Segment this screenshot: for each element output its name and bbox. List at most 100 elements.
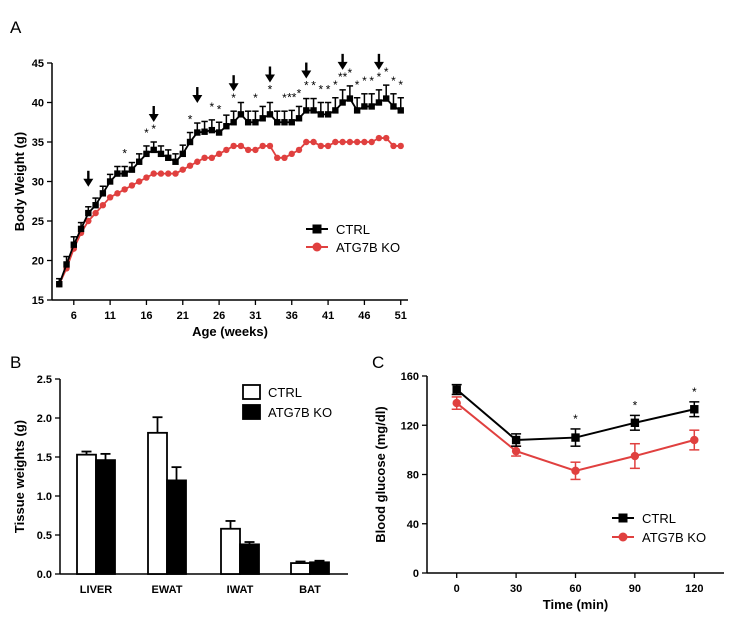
bar	[239, 543, 260, 575]
data-point	[339, 99, 346, 106]
data-point	[186, 138, 194, 146]
significance-mark: *	[377, 70, 382, 84]
legend-label: CTRL	[268, 385, 302, 400]
bar	[309, 561, 330, 575]
data-point	[571, 466, 580, 476]
y-tick-label: 45	[32, 58, 44, 70]
data-point	[128, 166, 136, 173]
significance-mark: *	[369, 74, 374, 88]
significance-mark: *	[318, 83, 323, 97]
significance-mark: *	[144, 126, 149, 140]
x-tick-label: 21	[177, 310, 189, 322]
y-tick-label: 40	[32, 98, 44, 110]
data-point	[215, 129, 223, 136]
x-axis-label: Time (min)	[543, 597, 609, 612]
significance-mark: *	[398, 78, 403, 92]
panel-b-tissue-weight-chart: 0.0 0.5 1.0 1.5 2.0 2.5 Tissue weights (g) LIVE…	[12, 374, 348, 596]
significance-mark: *	[633, 398, 638, 412]
panel-a-body-weight-chart: 15 20 25 30 35 40 45 6 11 16 21 26 31 36 41 46 51 Age (we…	[12, 53, 408, 339]
data-point	[114, 170, 121, 177]
data-point	[383, 134, 390, 142]
bar	[76, 453, 97, 575]
bar-ctrl	[147, 416, 168, 575]
bar-ko	[166, 466, 187, 575]
arrow-head	[373, 61, 384, 70]
data-point	[186, 162, 194, 169]
data-point	[332, 138, 339, 146]
significance-mark: *	[282, 91, 287, 105]
data-point	[143, 150, 150, 158]
data-point	[397, 142, 404, 150]
data-point	[317, 111, 325, 118]
arrow-head	[83, 178, 94, 187]
data-point	[310, 138, 317, 146]
data-point	[194, 129, 201, 136]
data-point	[511, 446, 521, 456]
series-ctrl	[56, 84, 404, 288]
legend-marker	[618, 513, 628, 523]
significance-mark: *	[253, 91, 258, 105]
bar-ko	[309, 559, 330, 575]
legend-label: CTRL	[336, 222, 370, 237]
category-label: IWAT	[227, 584, 254, 596]
data-point	[353, 138, 361, 146]
data-point	[361, 103, 368, 110]
arrow-head	[301, 70, 312, 79]
data-point	[172, 158, 179, 165]
arrow-marker	[264, 66, 275, 83]
arrow-marker	[228, 75, 239, 92]
data-point	[157, 150, 165, 158]
y-axis-label: Blood glucose (mg/dl)	[373, 406, 388, 543]
data-point	[237, 142, 245, 150]
significance-mark: *	[326, 83, 331, 97]
bar-ctrl	[290, 560, 311, 575]
data-point	[368, 138, 375, 146]
legend-entry-ko: ATG7B KO	[612, 530, 706, 545]
significance-mark: *	[151, 122, 156, 136]
data-point	[346, 95, 354, 102]
data-point	[368, 103, 375, 110]
legend-entry-ctrl: CTRL	[612, 511, 676, 526]
bar	[147, 431, 168, 575]
legend-label: ATG7B KO	[336, 240, 400, 255]
series-ctrl	[451, 383, 700, 447]
x-tick-label: 36	[286, 310, 298, 322]
data-point	[259, 115, 266, 122]
data-point	[324, 142, 332, 150]
legend-marker	[618, 532, 628, 542]
data-point	[252, 146, 259, 154]
data-point	[194, 158, 201, 165]
data-point	[288, 119, 295, 126]
legend-entry-ctrl: CTRL	[306, 222, 370, 237]
x-tick-label: 0	[454, 583, 460, 595]
bar-ctrl	[76, 450, 97, 575]
data-point	[274, 154, 281, 161]
data-point	[223, 123, 230, 130]
x-tick-label: 16	[140, 310, 152, 322]
arrow-marker	[192, 87, 203, 104]
significance-mark: **	[338, 70, 348, 84]
data-point	[252, 119, 259, 126]
arrow-marker	[337, 53, 348, 70]
data-point	[630, 451, 640, 461]
legend-label: CTRL	[642, 511, 676, 526]
data-point	[690, 435, 699, 445]
legend-entry-ctrl: CTRL	[242, 384, 302, 400]
data-point	[281, 154, 288, 161]
y-tick-label: 0	[413, 568, 419, 580]
y-axis-label: Body Weight (g)	[12, 132, 27, 231]
x-axis-label: Age (weeks)	[192, 324, 268, 339]
significance-mark: *	[297, 86, 302, 100]
bar-ko	[239, 541, 260, 575]
category-label: LIVER	[80, 584, 112, 596]
x-tick-label: 46	[358, 310, 370, 322]
arrow-marker	[83, 170, 94, 187]
significance-mark: *	[268, 83, 273, 97]
data-point	[230, 142, 237, 150]
data-point	[274, 119, 281, 126]
x-tick-label: 11	[104, 310, 116, 322]
legend-entry-ko: ATG7B KO	[242, 404, 332, 420]
arrow-head	[264, 74, 275, 83]
legend-marker	[312, 224, 322, 234]
